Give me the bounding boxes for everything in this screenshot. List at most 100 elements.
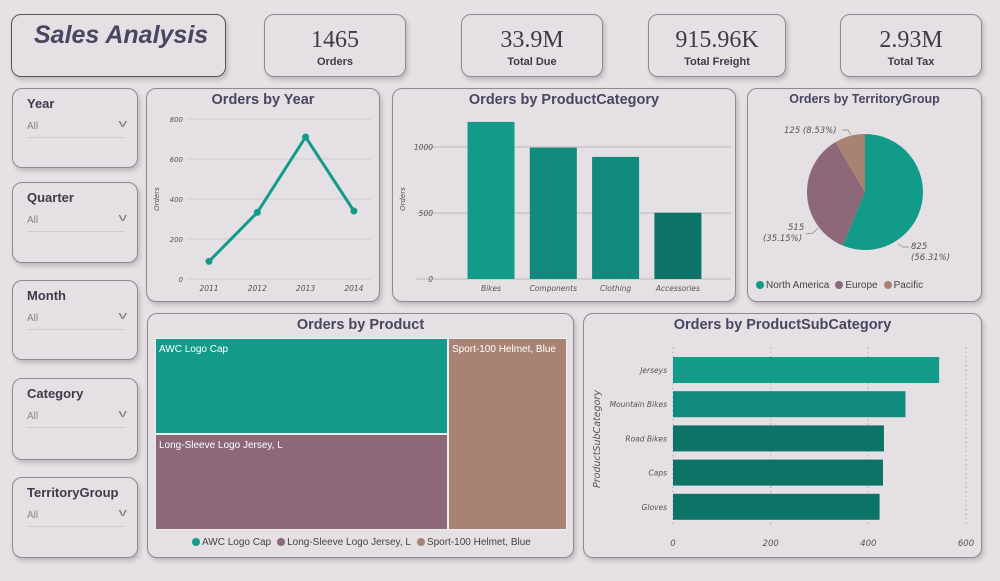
legend-label: Long-Sleeve Logo Jersey, L — [287, 537, 411, 548]
y-axis-label: ProductSubCategory — [592, 390, 603, 488]
bar — [654, 212, 702, 279]
x-tick-label: Bikes — [481, 284, 501, 293]
pie-chart-svg: 825(56.31%) 515(35.15%) 125 (8.53%) — [763, 126, 950, 263]
y-axis-label: Orders — [399, 187, 407, 211]
month-dropdown[interactable]: All v — [27, 310, 127, 330]
dropdown-value: All — [27, 215, 39, 226]
page-title: Sales Analysis — [34, 21, 209, 49]
y-tick-label: 1000 — [414, 143, 433, 152]
slicer-category: Category All v — [12, 378, 138, 460]
kpi-label: Total Freight — [684, 56, 750, 68]
legend-item[interactable]: Europe — [835, 280, 878, 291]
pie-slice — [842, 134, 923, 250]
slicer-month: Month All v — [12, 280, 138, 360]
slicer-label: Year — [27, 96, 55, 111]
pie-slice — [807, 142, 865, 246]
y-tick-label: 200 — [170, 236, 184, 244]
y-tick-label: 0 — [179, 276, 184, 284]
x-tick-label: 0 — [670, 539, 675, 549]
legend-label: Pacific — [893, 280, 924, 291]
kpi-value: 1465 — [311, 27, 359, 53]
data-label: 125 (8.53%) — [784, 126, 837, 136]
chevron-down-icon: v — [118, 118, 127, 130]
x-tick-label: Components — [530, 284, 578, 293]
x-tick-label: Clothing — [600, 284, 631, 293]
treemap-legend: AWC Logo Cap Long-Sleeve Logo Jersey, L … — [192, 537, 531, 548]
legend-label: AWC Logo Cap — [202, 537, 272, 548]
line-chart-svg: 0 200 400 600 800 Orders 2011 2012 2013 2014 — [153, 116, 371, 293]
y-tick-label: 600 — [170, 156, 184, 164]
y-tick-label: 0 — [428, 275, 433, 284]
legend-item[interactable]: Sport-100 Helmet, Blue — [416, 537, 531, 548]
bar — [673, 493, 880, 520]
kpi-value: 33.9M — [500, 27, 564, 53]
slicer-year: Year All v — [12, 88, 138, 168]
slicer-label: Category — [27, 386, 84, 401]
chevron-down-icon: v — [118, 507, 127, 519]
legend-dot-icon — [756, 281, 764, 289]
dropdown-value: All — [27, 121, 39, 132]
kpi-label: Orders — [316, 56, 354, 68]
kpi-total-tax: 2.93M Total Tax — [840, 14, 982, 77]
chevron-down-icon: v — [118, 310, 127, 322]
data-label: (35.15%) — [763, 234, 802, 244]
treemap-tile-awc-logo-cap[interactable]: AWC Logo Cap — [155, 338, 448, 434]
y-tick-label: 400 — [170, 196, 184, 204]
treemap-tile-long-sleeve-jersey[interactable]: Long-Sleeve Logo Jersey, L — [155, 434, 448, 530]
orders-by-subcategory-chart: Orders by ProductSubCategory 0 200 400 600 P… — [583, 313, 982, 558]
slicer-quarter: Quarter All v — [12, 182, 138, 263]
title-card: Sales Analysis — [11, 14, 226, 77]
tile-label: AWC Logo Cap — [159, 344, 229, 355]
pie-legend: North America Europe Pacific — [756, 280, 923, 291]
data-label: (56.31%) — [911, 253, 950, 263]
legend-label: Sport-100 Helmet, Blue — [426, 537, 531, 548]
x-tick-label: 400 — [860, 539, 876, 549]
legend-label: North America — [766, 280, 830, 291]
chevron-down-icon: v — [118, 408, 127, 420]
y-tick-label: 800 — [170, 116, 184, 124]
kpi-orders: 1465 Orders — [264, 14, 406, 77]
orders-by-product-chart: Orders by Product AWC Logo Cap Long-Slee… — [147, 313, 574, 558]
treemap-tile-sport-helmet[interactable]: Sport-100 Helmet, Blue — [448, 338, 567, 530]
legend-dot-icon — [277, 538, 286, 546]
legend-item[interactable]: Pacific — [883, 280, 924, 291]
quarter-dropdown[interactable]: All v — [27, 212, 126, 232]
bar — [673, 391, 906, 418]
x-tick-label: 2011 — [199, 284, 218, 293]
orders-by-territory-chart: Orders by TerritoryGroup 825 (56.31%) 515(… — [747, 88, 982, 302]
kpi-total-freight: 915.96K Total Freight — [648, 14, 786, 77]
pie-slice — [835, 134, 865, 192]
legend-item[interactable]: North America — [756, 280, 829, 291]
leader-line — [897, 243, 909, 248]
year-dropdown[interactable]: All v — [27, 118, 127, 138]
y-tick-label: Road Bikes — [625, 434, 667, 443]
y-tick-label: Mountain Bikes — [610, 400, 668, 409]
bar-chart-svg: 0 500 1000 Orders Bikes Components Clothing Acc… — [399, 121, 731, 293]
legend-item[interactable]: Long-Sleeve Logo Jersey, L — [277, 537, 411, 548]
kpi-value: 2.93M — [879, 27, 943, 53]
orders-by-category-chart: Orders by ProductCategory 0 500 1000 Orders… — [392, 88, 736, 302]
slicer-label: TerritoryGroup — [27, 485, 119, 500]
orders-by-year-chart: Orders by Year 0 200 400 600 800 Orders 2011 20… — [146, 88, 380, 302]
leader-line — [842, 129, 852, 136]
tile-label: Sport-100 Helmet, Blue — [452, 344, 556, 355]
bar — [467, 121, 515, 279]
slicer-label: Month — [27, 288, 66, 303]
legend-dot-icon — [416, 538, 425, 546]
tile-label: Long-Sleeve Logo Jersey, L — [159, 440, 283, 451]
data-label: 515 — [788, 223, 804, 233]
category-dropdown[interactable]: All v — [27, 408, 127, 428]
legend-label: Europe — [845, 280, 878, 291]
legend-item[interactable]: AWC Logo Cap — [192, 537, 271, 548]
x-tick-label: Accessories — [655, 284, 700, 293]
bar — [529, 147, 577, 279]
hbar-chart-svg: 0 200 400 600 ProductSubCategory Jerseys Mount… — [592, 347, 974, 549]
leader-line — [805, 227, 819, 235]
y-axis-label: Orders — [153, 187, 161, 211]
data-point — [302, 133, 310, 141]
legend-dot-icon — [192, 538, 200, 546]
x-tick-label: 2012 — [248, 284, 267, 293]
data-label: 825 — [911, 242, 927, 252]
legend-dot-icon — [883, 281, 892, 289]
territorygroup-dropdown[interactable]: All v — [27, 507, 127, 527]
